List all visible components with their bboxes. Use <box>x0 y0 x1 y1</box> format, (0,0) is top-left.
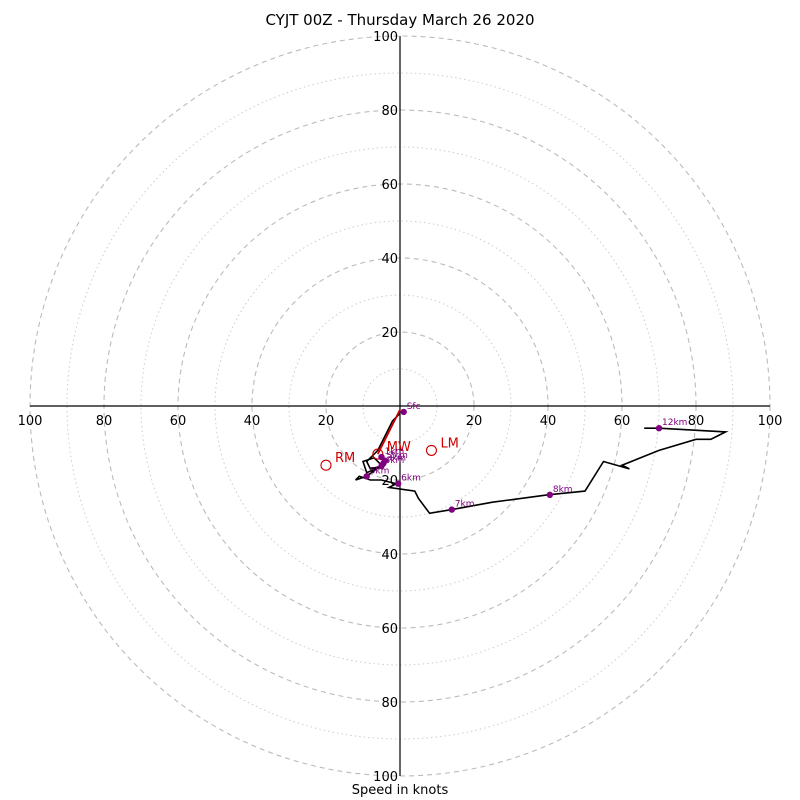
storm-motion-label-mw: MW <box>387 440 411 455</box>
height-label-6km: 6km <box>401 474 421 484</box>
y-tick-label: 40 <box>381 252 398 267</box>
x-tick-label: 100 <box>18 414 43 429</box>
axes <box>30 36 770 776</box>
x-tick-label: 60 <box>170 414 187 429</box>
chart-title: CYJT 00Z - Thursday March 26 2020 <box>265 11 535 29</box>
y-tick-label: 20 <box>381 326 398 341</box>
storm-motion-label-rm: RM <box>335 451 355 466</box>
y-tick-label: 60 <box>381 178 398 193</box>
height-marker-5km <box>363 473 370 480</box>
storm-motion: RM LM MW <box>320 409 459 471</box>
height-marker-4km <box>378 462 385 470</box>
height-label-4km: 4km <box>385 456 405 466</box>
storm-motion-marker-rm <box>320 459 332 471</box>
y-tick-label: 100 <box>373 770 398 785</box>
height-label-3km: 3km <box>386 453 406 463</box>
height-marker-8km <box>546 491 554 498</box>
height-marker-7km <box>448 506 455 513</box>
x-tick-label: 20 <box>318 414 335 429</box>
height-label-7km: 7km <box>455 500 475 510</box>
height-label-5km: 5km <box>370 466 390 476</box>
x-tick-label: 80 <box>688 414 705 429</box>
y-tick-label: 80 <box>381 696 398 711</box>
x-tick-label: 80 <box>96 414 113 429</box>
y-tick-label: 60 <box>381 622 398 637</box>
height-label-1km: 1km <box>385 447 405 457</box>
y-tick-label: 100 <box>373 30 398 45</box>
height-label-2km: 2km <box>388 451 408 461</box>
storm-motion-label-lm: LM <box>440 436 458 451</box>
storm-motion-marker-lm <box>425 444 438 456</box>
x-tick-label: 100 <box>758 414 783 429</box>
storm-motion-marker-mw <box>372 448 384 460</box>
height-label-12km: 12km <box>662 418 687 428</box>
height-marker-12km <box>655 425 663 432</box>
y-tick-label: 40 <box>381 548 398 563</box>
height-label-8km: 8km <box>553 485 573 495</box>
height-marker-6km <box>394 480 402 487</box>
x-tick-label: 40 <box>244 414 261 429</box>
height-label-sfc: Sfc <box>407 402 421 412</box>
storm-motion-vector <box>376 409 401 455</box>
tick-labels: 100 80 60 40 20 20 40 60 80 100100806040202040608… <box>18 30 783 785</box>
y-tick-label: 80 <box>381 104 398 119</box>
height-marker-sfc <box>400 408 407 416</box>
x-axis-label: Speed in knots <box>351 783 449 798</box>
x-tick-label: 60 <box>614 414 631 429</box>
x-tick-label: 40 <box>540 414 557 429</box>
x-tick-label: 20 <box>466 414 483 429</box>
